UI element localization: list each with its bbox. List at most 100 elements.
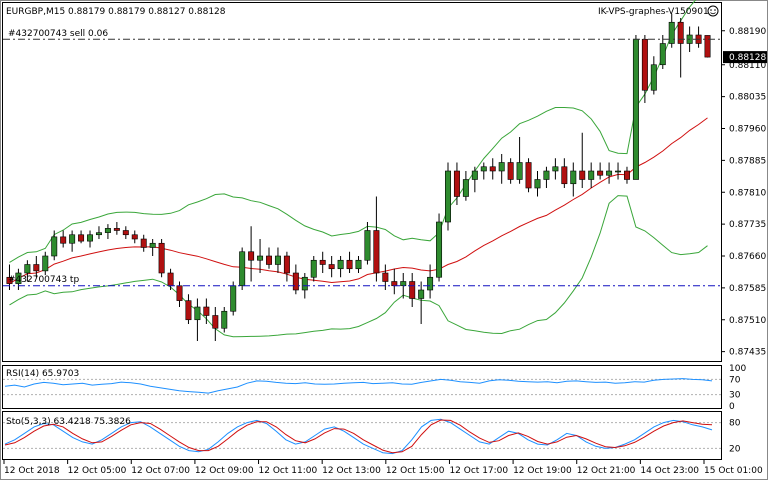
candle[interactable] <box>15 268 22 290</box>
candle[interactable] <box>355 256 362 273</box>
candle[interactable] <box>489 158 496 180</box>
candle[interactable] <box>364 222 371 265</box>
candle[interactable] <box>42 251 49 276</box>
candle[interactable] <box>328 256 335 278</box>
candle[interactable] <box>373 196 380 282</box>
time-tick-label: 12 Oct 11:00 <box>259 466 318 476</box>
main-price-pane[interactable] <box>2 2 722 362</box>
candle[interactable] <box>95 226 102 239</box>
candle[interactable] <box>203 298 210 325</box>
candle[interactable] <box>588 162 595 189</box>
candle[interactable] <box>409 273 416 307</box>
candle[interactable] <box>650 56 657 95</box>
stoch-axis: 80 20 <box>729 419 741 455</box>
candle[interactable] <box>677 18 684 78</box>
candle[interactable] <box>194 298 201 342</box>
candle[interactable] <box>704 35 711 58</box>
candle[interactable] <box>104 224 111 239</box>
stoch-signal-line <box>4 419 713 454</box>
price-tick-label: 0.88190 <box>729 27 766 37</box>
candle[interactable] <box>445 162 451 231</box>
current-price-marker: 0.88128 <box>723 51 767 64</box>
candle-body <box>230 285 237 312</box>
candle[interactable] <box>597 162 604 180</box>
expert-name: IK-VPS-graphes-V150901 <box>598 7 709 17</box>
rsi-pane[interactable] <box>2 365 722 409</box>
candle[interactable] <box>87 230 94 248</box>
candle[interactable] <box>149 239 156 256</box>
candle[interactable] <box>78 230 85 244</box>
candle[interactable] <box>266 247 272 269</box>
candle[interactable] <box>659 35 666 69</box>
candle-body <box>15 272 22 284</box>
candle[interactable] <box>230 281 237 316</box>
candle[interactable] <box>418 281 425 325</box>
candle[interactable] <box>140 234 147 252</box>
candle-body <box>364 230 371 261</box>
candle-body <box>292 272 299 291</box>
candle[interactable] <box>623 166 630 184</box>
candle[interactable] <box>516 137 523 184</box>
candle[interactable] <box>632 35 639 180</box>
candle[interactable] <box>436 213 443 282</box>
candle[interactable] <box>480 162 487 180</box>
candle-body <box>623 170 630 180</box>
candle[interactable] <box>534 171 541 197</box>
candle[interactable] <box>283 251 290 282</box>
candle[interactable] <box>292 264 299 295</box>
candle[interactable] <box>668 13 675 48</box>
candle[interactable] <box>346 251 353 273</box>
lower-band <box>9 195 708 338</box>
candle[interactable] <box>427 264 434 299</box>
candle[interactable] <box>274 247 281 274</box>
candle[interactable] <box>552 158 559 180</box>
candle-body <box>641 38 648 91</box>
candle-body <box>78 234 85 242</box>
candle[interactable] <box>310 256 317 282</box>
candle[interactable] <box>606 162 613 184</box>
candle[interactable] <box>122 226 129 239</box>
candle[interactable] <box>337 256 344 278</box>
candle-body <box>310 259 317 278</box>
candle[interactable] <box>561 158 568 188</box>
candle[interactable] <box>462 171 469 201</box>
candle[interactable] <box>507 158 514 184</box>
candle[interactable] <box>221 307 228 333</box>
candle[interactable] <box>453 162 460 206</box>
symbol-info: EURGBP,M15 0.88179 0.88179 0.88127 0.881… <box>6 7 226 17</box>
candle[interactable] <box>185 294 192 324</box>
candle[interactable] <box>51 230 58 261</box>
candle[interactable] <box>382 264 389 291</box>
stoch-pane[interactable] <box>2 411 722 460</box>
candle[interactable] <box>158 239 165 278</box>
candle[interactable] <box>212 307 219 341</box>
candle[interactable] <box>239 247 246 291</box>
candle-body <box>149 242 156 248</box>
candle[interactable] <box>579 132 586 188</box>
candle[interactable] <box>498 154 505 184</box>
candle-body <box>650 64 657 91</box>
smiley-icon <box>707 5 719 17</box>
candle[interactable] <box>60 230 67 248</box>
candle[interactable] <box>525 158 532 193</box>
price-axis: 0.88190 0.88110 0.88035 0.87960 0.87885 0.878… <box>721 27 766 358</box>
candlesticks[interactable] <box>6 13 711 342</box>
candle[interactable] <box>615 162 622 180</box>
candle[interactable] <box>33 256 40 278</box>
candle-body <box>561 166 568 185</box>
candle[interactable] <box>570 162 577 197</box>
candle[interactable] <box>24 260 31 282</box>
candle[interactable] <box>257 239 264 273</box>
candle[interactable] <box>113 222 120 235</box>
candle[interactable] <box>543 166 550 188</box>
candle[interactable] <box>319 251 326 273</box>
candle[interactable] <box>471 166 478 193</box>
candle-body <box>427 276 434 291</box>
candle-body <box>445 170 451 223</box>
candle-body <box>87 234 94 242</box>
candle[interactable] <box>248 226 255 282</box>
candle[interactable] <box>131 230 138 244</box>
candle[interactable] <box>69 230 76 252</box>
candle-body <box>104 228 111 233</box>
